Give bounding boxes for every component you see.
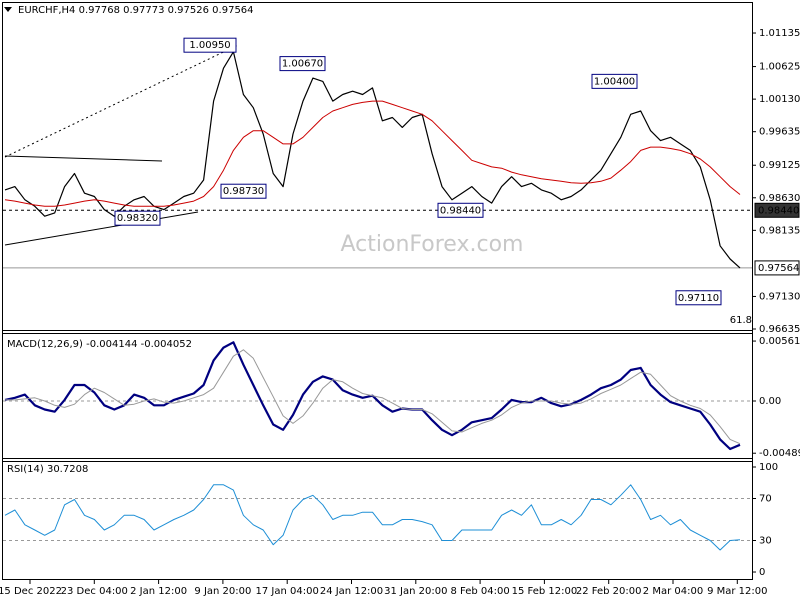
- series-line: [4, 51, 741, 269]
- x-tick-label: 31 Jan 20:00: [384, 586, 447, 597]
- y-tick-label: 0.98135: [759, 225, 800, 236]
- series-line: [4, 484, 741, 551]
- x-tick-label: 8 Feb 04:00: [450, 586, 509, 597]
- price-label: 0.97564: [758, 263, 799, 274]
- annotation-box: [279, 56, 326, 72]
- watermark: ActionForex.com: [341, 232, 524, 257]
- menu-arrow: [4, 7, 12, 12]
- price-label-box: [754, 202, 800, 218]
- macd-header: MACD(12,26,9) -0.004144 -0.004052: [7, 339, 192, 350]
- x-tick-label: 23 Dec 04:00: [61, 586, 128, 597]
- price-header: EURCHF,H4 0.97768 0.97773 0.97526 0.9756…: [18, 5, 254, 16]
- y-tick-label: 0.99125: [759, 160, 800, 171]
- y-tick-label: 0.96635: [759, 324, 800, 335]
- x-tick-label: 9 Jan 20:00: [194, 586, 251, 597]
- trend-line: [4, 211, 199, 246]
- y-tick-label: -0.004892: [759, 448, 800, 459]
- series-line: [5, 349, 741, 445]
- trend-line: [4, 155, 163, 162]
- fibonacci-label: 61.8: [730, 315, 752, 326]
- x-tick-label: 17 Jan 04:00: [256, 586, 319, 597]
- annotation-box: [675, 290, 722, 306]
- plot-frame: [2, 2, 753, 580]
- y-tick-label: 30: [759, 536, 772, 547]
- annotation-label: 0.98440: [440, 205, 481, 216]
- annotation-box: [591, 73, 638, 89]
- annotation-label: 0.98320: [117, 213, 158, 224]
- y-tick-label: 0.99635: [759, 127, 800, 138]
- x-tick-label: 9 Mar 12:00: [707, 586, 767, 597]
- annotation-box: [220, 183, 267, 199]
- x-tick-label: 15 Dec 2022: [0, 586, 62, 597]
- annotation-label: 0.97110: [678, 293, 719, 304]
- annotation-label: 1.00950: [189, 40, 230, 51]
- price-label-box: [754, 260, 800, 276]
- annotation-label: 1.00670: [282, 59, 323, 70]
- annotation-box: [437, 202, 484, 218]
- annotation-label: 0.98730: [223, 186, 264, 197]
- y-tick-label: 0.00: [759, 396, 781, 407]
- x-tick-label: 2 Jan 12:00: [130, 586, 187, 597]
- price-label: 0.98440: [758, 205, 799, 216]
- y-tick-label: 70: [759, 493, 772, 504]
- annotation-label: 1.00400: [594, 76, 635, 87]
- x-tick-label: 2 Mar 04:00: [643, 586, 703, 597]
- annotation-box: [114, 210, 161, 226]
- rsi-header: RSI(14) 30.7208: [7, 464, 88, 475]
- y-tick-label: 1.00130: [759, 94, 800, 105]
- x-tick-label: 24 Jan 12:00: [320, 586, 383, 597]
- y-tick-label: 0.98630: [759, 193, 800, 204]
- x-tick-label: 15 Feb 12:00: [512, 586, 578, 597]
- y-tick-label: 1.01135: [759, 28, 800, 39]
- y-tick-label: 0.005615: [759, 336, 800, 347]
- y-tick-label: 100: [759, 462, 778, 473]
- trend-line: [4, 44, 239, 158]
- y-tick-label: 1.00625: [759, 62, 800, 73]
- y-tick-label: 0: [759, 567, 765, 578]
- series-line: [4, 100, 741, 207]
- y-tick-label: 0.97130: [759, 291, 800, 302]
- annotation-box: [183, 37, 237, 53]
- x-tick-label: 22 Feb 20:00: [576, 586, 642, 597]
